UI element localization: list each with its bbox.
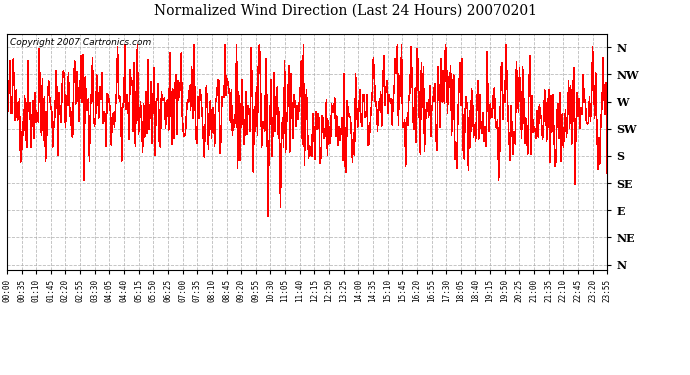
Text: Copyright 2007 Cartronics.com: Copyright 2007 Cartronics.com xyxy=(10,39,151,48)
Text: Normalized Wind Direction (Last 24 Hours) 20070201: Normalized Wind Direction (Last 24 Hours… xyxy=(153,4,537,18)
